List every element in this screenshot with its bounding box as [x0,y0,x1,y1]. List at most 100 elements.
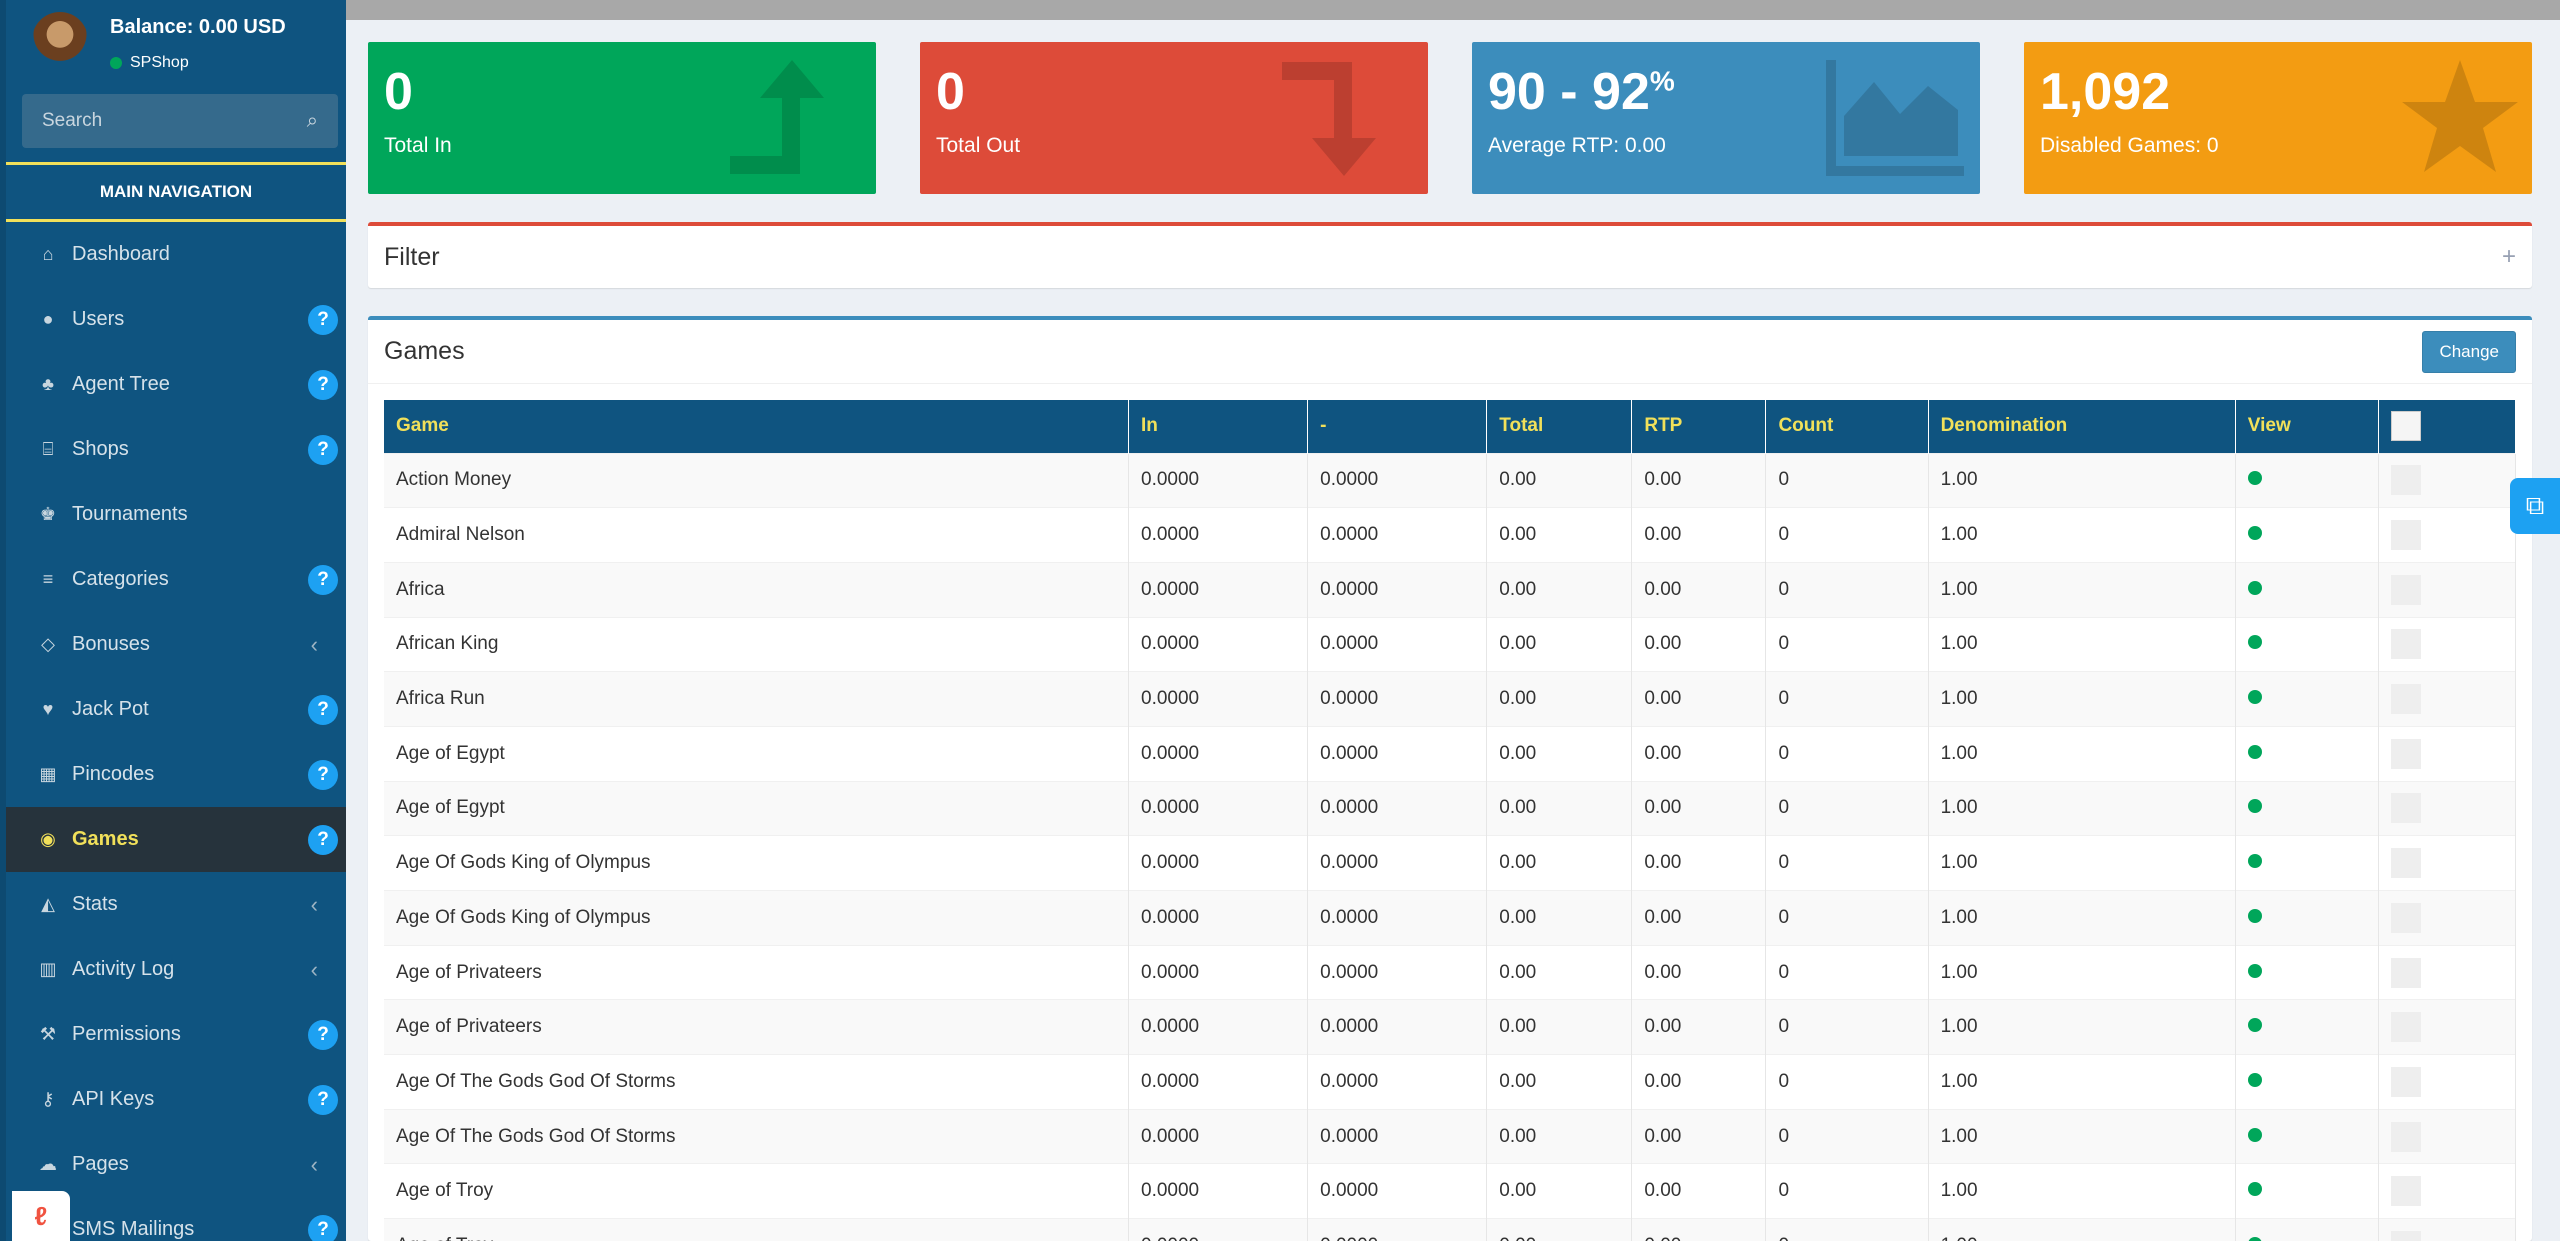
game-name-link[interactable]: Action Money [384,452,1130,508]
game-name-link[interactable]: Age of Egypt [384,725,1130,782]
game-name-link[interactable]: Admiral Nelson [384,507,1130,563]
sidebar-item-permissions[interactable]: ⚒ Permissions? [6,1002,346,1067]
view-status-icon[interactable] [2247,854,2262,869]
row-checkbox[interactable] [2390,902,2421,933]
game-name-link[interactable]: Age of Troy [384,1218,1130,1241]
view-status-icon[interactable] [2247,471,2262,486]
sidebar-item-shops[interactable]: ⌸ Shops? [6,417,346,482]
sidebar-item-label: Stats [72,893,118,915]
sidebar-item-categories[interactable]: ≡ Categories? [6,547,346,612]
sidebar-item-agent-tree[interactable]: ♣ Agent Tree? [6,352,346,417]
row-checkbox[interactable] [2390,1231,2421,1241]
help-icon[interactable]: ? [308,304,338,335]
view-status-icon[interactable] [2247,1182,2262,1197]
laravel-icon[interactable]: ℓ [12,1191,70,1241]
row-checkbox[interactable] [2390,1121,2421,1152]
row-checkbox[interactable] [2390,1012,2421,1043]
floating-widget-icon[interactable]: ⧉ [2510,478,2560,534]
view-status-icon[interactable] [2247,744,2262,759]
view-status-icon[interactable] [2247,1018,2262,1033]
help-icon[interactable]: ? [308,824,338,855]
count-cell: 0 [1765,616,1929,672]
column-header[interactable]: RTP [1631,400,1767,453]
sidebar-item-sms-mailings[interactable]: ✉SMS Mailings? [6,1197,346,1241]
view-status-icon[interactable] [2247,580,2262,595]
game-name-link[interactable]: Age Of Gods King of Olympus [384,890,1130,946]
view-status-icon[interactable] [2247,1237,2262,1241]
sidebar-item-pincodes[interactable]: ▦ Pincodes? [6,742,346,807]
row-checkbox[interactable] [2390,848,2421,879]
view-status-icon[interactable] [2247,1127,2262,1142]
row-checkbox[interactable] [2390,793,2421,824]
column-header[interactable]: In [1128,400,1309,453]
search-input[interactable] [42,110,282,132]
games-count-value: 1,092 [2040,63,2171,121]
chevron-left-icon[interactable]: ‹ [310,1151,318,1177]
in-cell: 0.0000 [1128,1163,1309,1219]
select-all-checkbox[interactable] [2390,411,2421,442]
game-name-link[interactable]: Age of Privateers [384,944,1130,1000]
row-checkbox[interactable] [2390,738,2421,769]
view-status-icon[interactable] [2247,963,2262,978]
expand-plus-icon[interactable]: + [2501,243,2516,270]
column-header[interactable]: Denomination [1928,400,2236,453]
sidebar-item-games[interactable]: ◉ Games? [6,807,346,872]
search-icon[interactable]: ⌕ [306,109,318,132]
games-header: Games Change [368,320,2532,384]
help-icon[interactable]: ? [308,369,338,400]
row-checkbox[interactable] [2390,574,2421,605]
rtp-cell: 0.00 [1631,616,1767,672]
sidebar-item-dashboard[interactable]: ⌂ Dashboard [6,222,346,287]
help-icon[interactable]: ? [308,434,338,465]
rtp-cell: 0.00 [1631,725,1767,782]
help-icon[interactable]: ? [308,1084,338,1115]
view-status-icon[interactable] [2247,690,2262,705]
sidebar-item-stats[interactable]: ◭ Stats ‹ [6,872,346,937]
game-name-link[interactable]: Age Of The Gods God Of Storms [384,1108,1130,1164]
sidebar-item-jack-pot[interactable]: ♥ Jack Pot? [6,677,346,742]
help-icon[interactable]: ? [308,759,338,790]
row-checkbox[interactable] [2390,957,2421,988]
view-status-icon[interactable] [2247,526,2262,541]
view-status-icon[interactable] [2247,1072,2262,1087]
row-checkbox[interactable] [2390,465,2421,496]
row-checkbox[interactable] [2390,684,2421,715]
change-button[interactable]: Change [2422,330,2516,373]
column-header[interactable]: Count [1765,400,1929,453]
sidebar-item-pages[interactable]: ☁ Pages ‹ [6,1132,346,1197]
game-name-link[interactable]: Age Of Gods King of Olympus [384,835,1130,891]
sidebar-item-bonuses[interactable]: ◇ Bonuses ‹ [6,612,346,677]
column-header[interactable]: Total [1486,400,1633,453]
view-status-icon[interactable] [2247,799,2262,814]
game-name-link[interactable]: Age Of The Gods God Of Storms [384,1054,1130,1110]
chevron-left-icon[interactable]: ‹ [310,631,318,657]
game-name-link[interactable]: Age of Privateers [384,999,1130,1055]
view-status-icon[interactable] [2247,635,2262,650]
view-status-icon[interactable] [2247,908,2262,923]
sidebar-item-activity-log[interactable]: ▥ Activity Log ‹ [6,937,346,1002]
help-icon[interactable]: ? [308,564,338,595]
game-name-link[interactable]: Age of Troy [384,1163,1130,1219]
game-name-link[interactable]: Age of Egypt [384,780,1130,836]
column-header[interactable]: - [1307,400,1488,453]
sidebar-item-users[interactable]: ● Users? [6,287,346,352]
chevron-left-icon[interactable]: ‹ [310,956,318,982]
sidebar-item-tournaments[interactable]: ♚ Tournaments [6,482,346,547]
row-checkbox[interactable] [2390,520,2421,551]
avatar[interactable] [32,12,88,68]
help-icon[interactable]: ? [308,694,338,725]
help-icon[interactable]: ? [308,1214,338,1241]
help-icon[interactable]: ? [308,1019,338,1050]
row-checkbox[interactable] [2390,1176,2421,1207]
chevron-left-icon[interactable]: ‹ [310,891,318,917]
game-name-link[interactable]: African King [384,616,1130,672]
table-row: African King 0.0000 0.0000 0.00 0.00 0 1.00 [384,616,2517,672]
total-cell: 0.00 [1486,780,1633,836]
game-name-link[interactable]: Africa Run [384,671,1130,727]
row-checkbox[interactable] [2390,629,2421,660]
sidebar-item-api-keys[interactable]: ⚷ API Keys? [6,1067,346,1132]
column-header[interactable]: Game [384,400,1130,453]
game-name-link[interactable]: Africa [384,561,1130,618]
row-checkbox[interactable] [2390,1066,2421,1097]
column-header[interactable]: View [2235,400,2379,453]
